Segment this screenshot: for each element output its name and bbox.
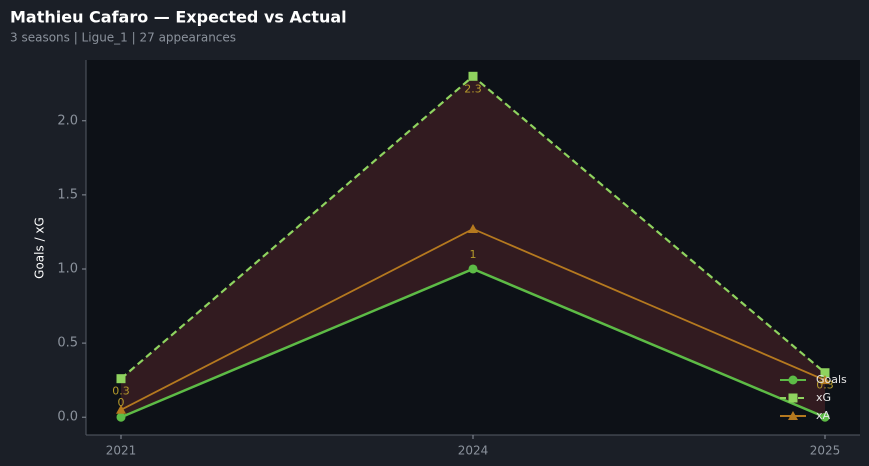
legend-label: xG <box>816 391 831 404</box>
x-tick-label: 2025 <box>810 444 841 458</box>
x-tick-label: 2024 <box>458 444 489 458</box>
y-tick-label: 1.0 <box>57 261 78 276</box>
gap-area <box>121 76 825 418</box>
y-tick-label: 2.0 <box>57 113 78 128</box>
point <box>116 404 126 414</box>
data-label: 2.3 <box>464 82 482 95</box>
point <box>820 375 830 385</box>
chart-title: Mathieu Cafaro — Expected vs Actual <box>10 8 347 27</box>
legend-label: xA <box>816 409 831 422</box>
point <box>820 412 830 422</box>
point <box>116 374 126 384</box>
point <box>788 393 798 403</box>
legend-label: Goals <box>816 373 847 386</box>
point <box>788 375 798 385</box>
data-label: 0.3 <box>816 379 834 392</box>
point <box>468 71 478 81</box>
point <box>820 368 830 378</box>
x-tick-label: 2021 <box>106 444 137 458</box>
point <box>468 223 478 233</box>
y-tick-label: 0.0 <box>57 410 78 425</box>
point <box>116 412 126 422</box>
data-label: 1 <box>470 248 477 261</box>
plot-area <box>86 60 860 435</box>
data-label: 0.3 <box>112 385 130 398</box>
data-label: 0 <box>118 396 125 409</box>
y-axis-label: Goals / xG <box>33 217 47 279</box>
chart-subtitle: 3 seasons | Ligue_1 | 27 appearances <box>10 31 236 45</box>
point <box>788 411 798 420</box>
y-tick-label: 0.5 <box>57 336 78 351</box>
point <box>468 264 478 274</box>
y-tick-label: 1.5 <box>57 187 78 202</box>
